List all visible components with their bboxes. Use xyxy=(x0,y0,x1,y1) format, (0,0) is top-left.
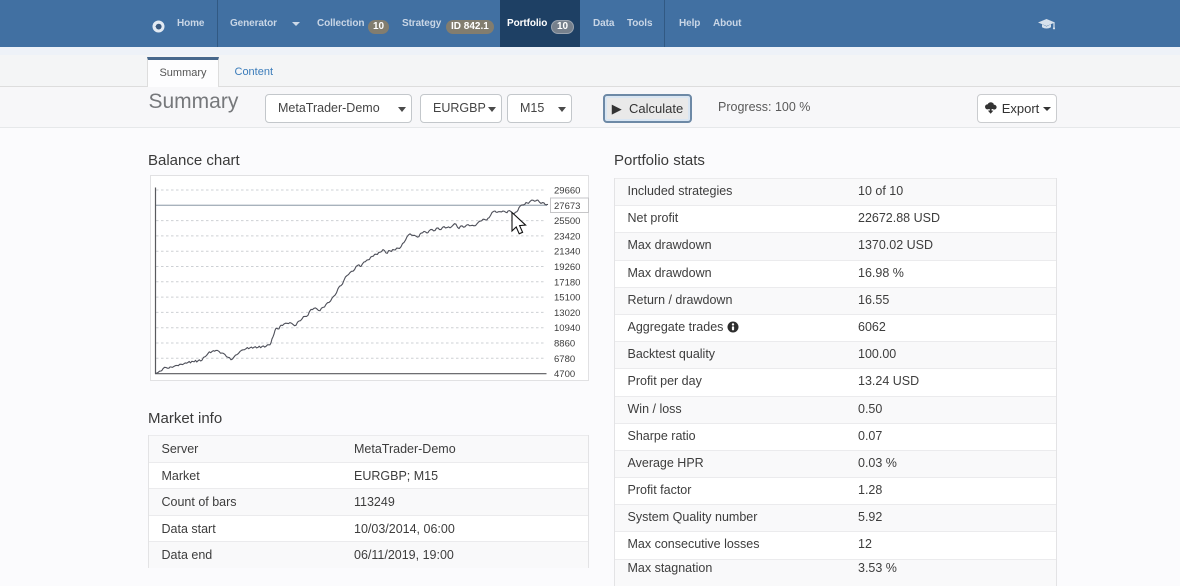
svg-text:15100: 15100 xyxy=(554,293,580,304)
svg-text:13020: 13020 xyxy=(554,308,580,319)
svg-text:27673: 27673 xyxy=(554,201,580,212)
svg-text:17180: 17180 xyxy=(554,277,580,288)
svg-text:21340: 21340 xyxy=(554,247,580,258)
svg-text:29660: 29660 xyxy=(554,186,580,197)
svg-text:23420: 23420 xyxy=(554,231,580,242)
svg-text:25500: 25500 xyxy=(554,216,580,227)
svg-text:19260: 19260 xyxy=(554,262,580,273)
svg-text:8860: 8860 xyxy=(554,339,575,350)
svg-text:10940: 10940 xyxy=(554,323,580,334)
svg-text:6780: 6780 xyxy=(554,354,575,365)
svg-text:4700: 4700 xyxy=(554,369,575,380)
